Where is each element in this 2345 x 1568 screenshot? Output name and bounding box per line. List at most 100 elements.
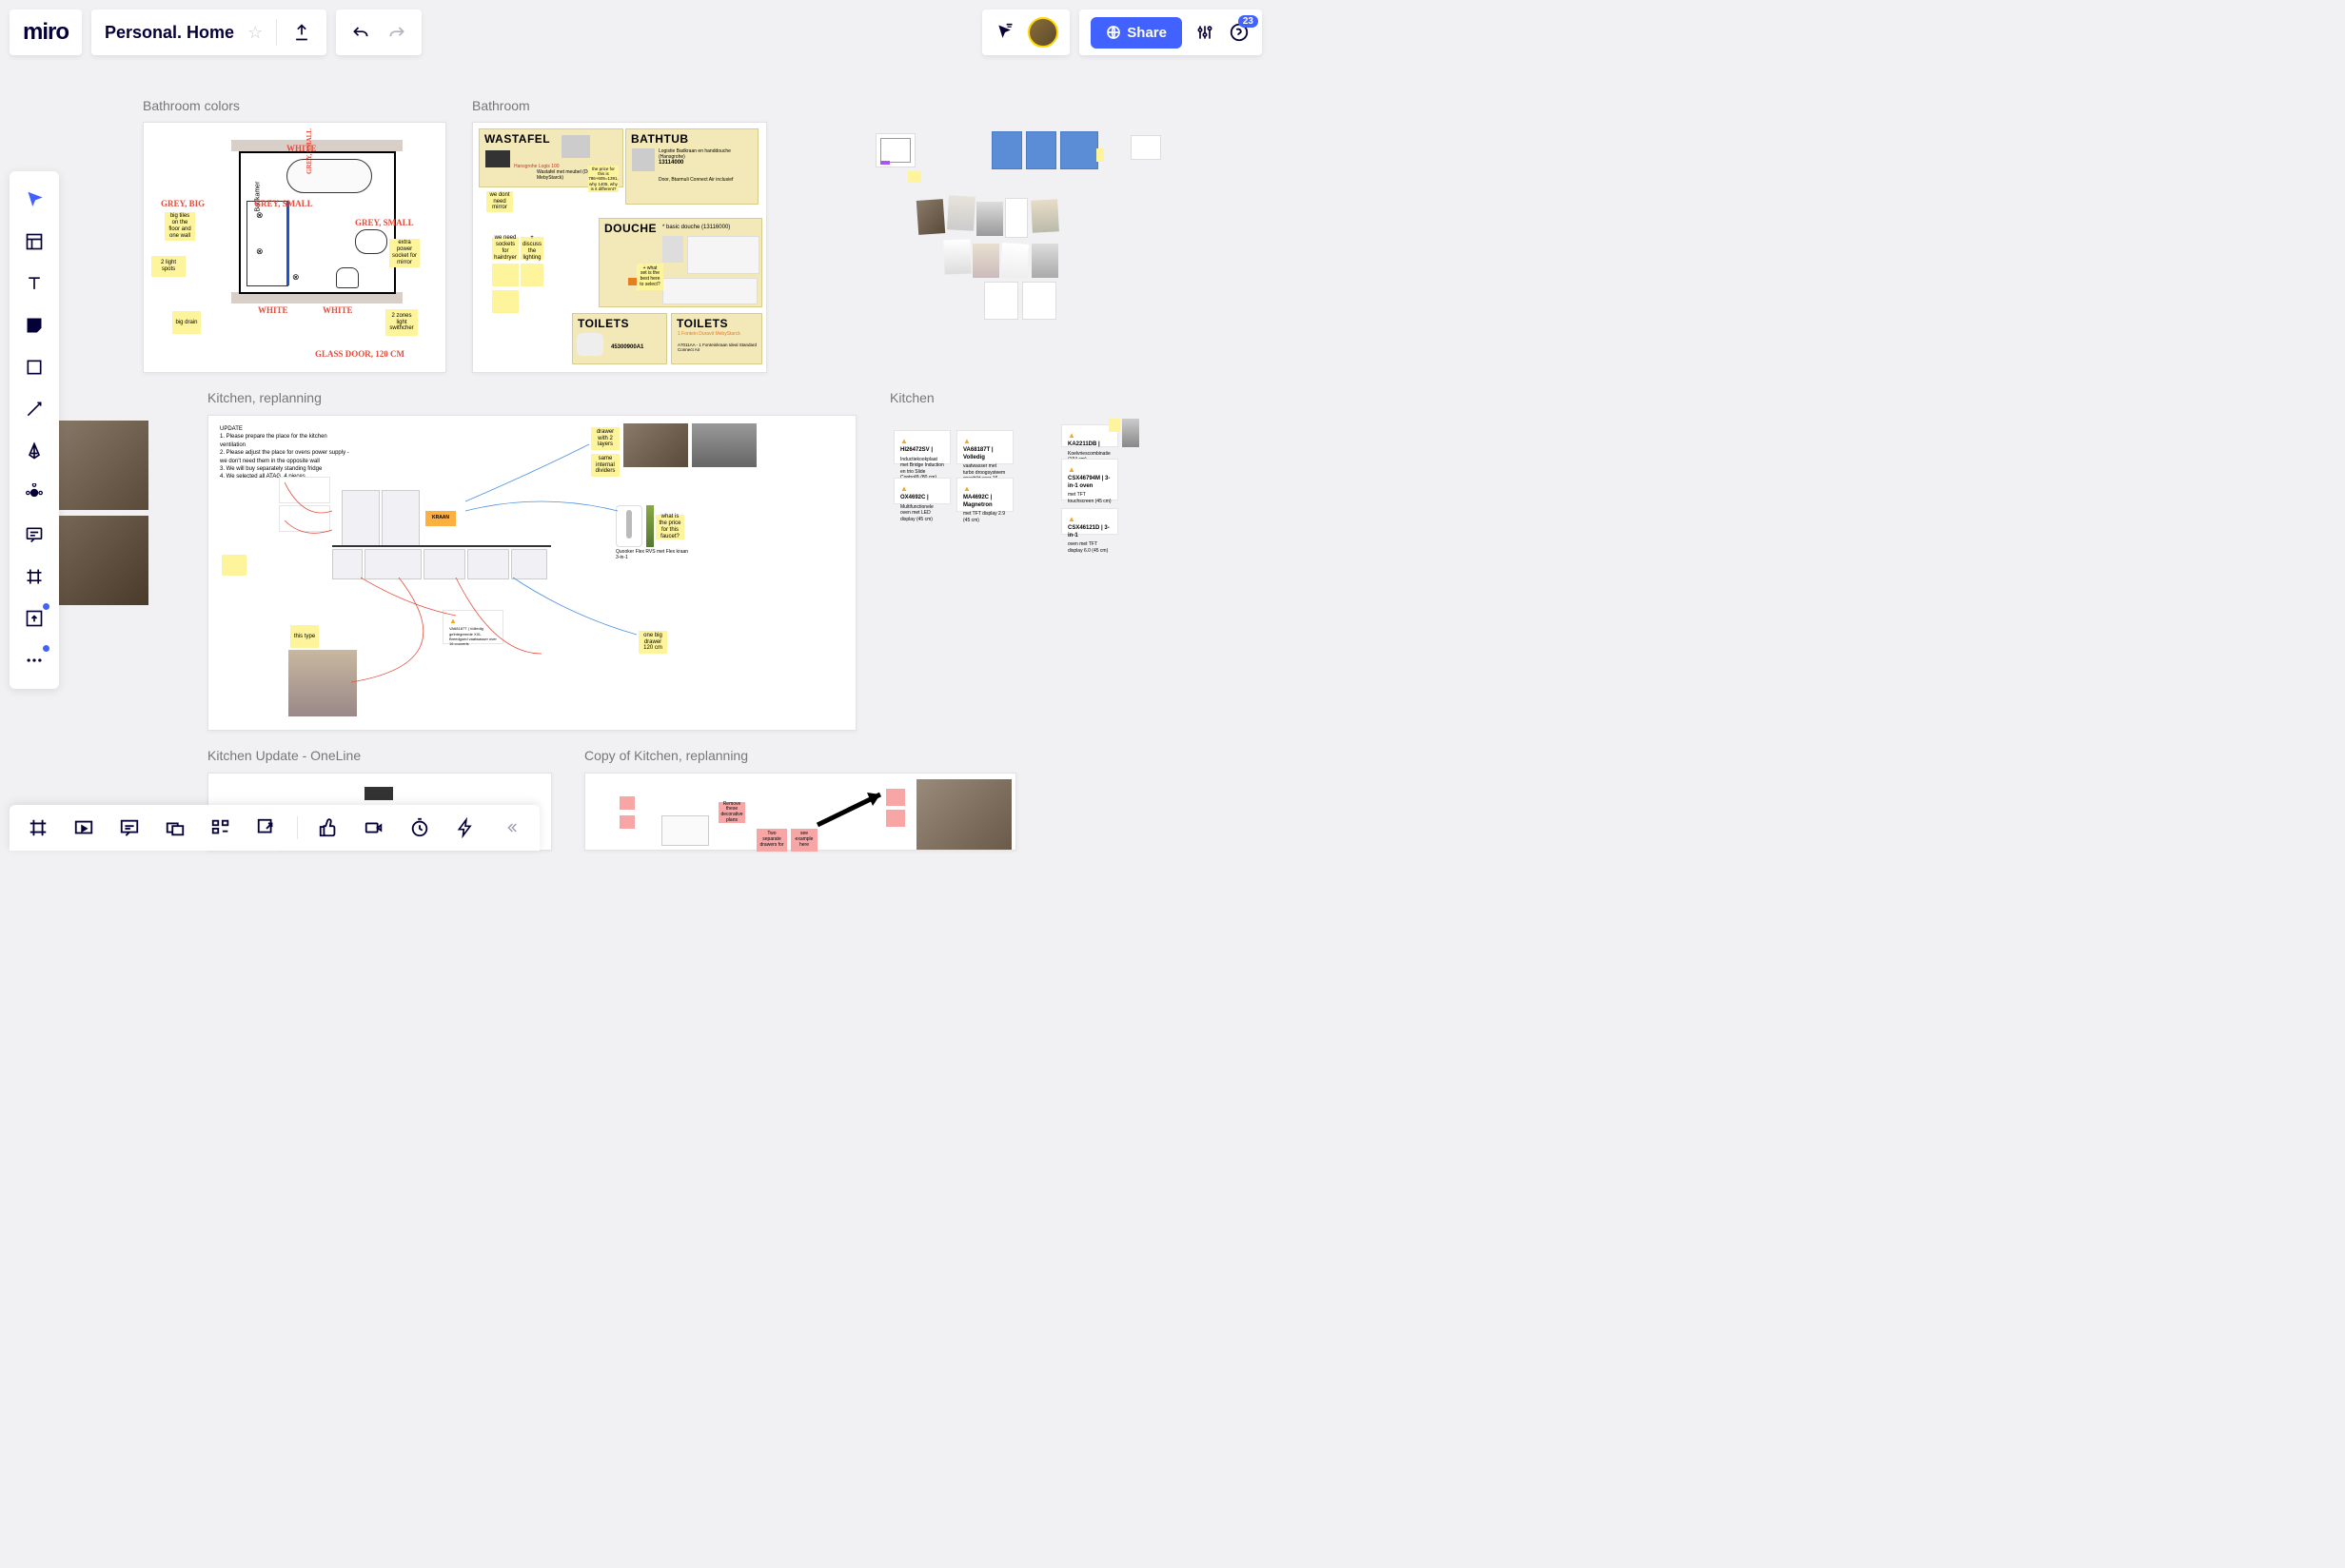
canvas[interactable]: Bathroom colors Bathroom Kitchen, replan… (0, 0, 1271, 851)
sticky-note[interactable]: Two separate drawers for (757, 829, 787, 852)
comment-tool-bottom[interactable] (114, 813, 145, 843)
photo[interactable] (288, 650, 357, 716)
appliance-card[interactable]: ▲ VA68187T | Volledig vaatwasser met tur… (956, 430, 1014, 464)
fixture-wastafel[interactable]: WASTAFEL Hansgrohe Logis 100 Wastafel me… (479, 128, 623, 187)
photo[interactable] (943, 240, 971, 275)
fixture-toilets-2[interactable]: TOILETS 1 Fontein Duravit MebyStarck A70… (671, 313, 762, 364)
sticky-note[interactable] (1096, 148, 1104, 162)
photo[interactable] (916, 779, 1012, 850)
line-tool[interactable] (13, 390, 55, 428)
collapse-button[interactable] (496, 813, 526, 843)
export-button[interactable] (290, 21, 313, 44)
select-tool[interactable] (13, 181, 55, 219)
frame-title[interactable]: Kitchen (890, 390, 935, 405)
photo[interactable] (976, 202, 1003, 236)
more-tools[interactable] (13, 641, 55, 679)
video-tool[interactable] (359, 813, 389, 843)
thumbnail[interactable] (992, 131, 1022, 169)
frame-bathroom-colors[interactable]: Badkamer ⊗ ⊗ ⊗ WHITE GREY, BIG GREY, SMA… (143, 122, 446, 373)
photo[interactable] (692, 423, 757, 467)
appliance-card[interactable]: ▲ MA4692C | Magnetron met TFT display 2.… (956, 478, 1014, 512)
appliance-card[interactable]: ▲ OX4692C | Multifunctionele oven met LE… (894, 478, 951, 504)
undo-button[interactable] (349, 21, 372, 44)
star-icon[interactable]: ☆ (247, 23, 263, 43)
fixture-douche[interactable]: DOUCHE * basic douche (13116000) (599, 218, 762, 307)
activity-tool[interactable] (206, 813, 236, 843)
appliance-note[interactable] (279, 477, 330, 503)
appliance-note[interactable] (279, 505, 330, 532)
frame-title[interactable]: Kitchen Update - OneLine (207, 748, 361, 763)
appliance-card[interactable]: ▲ CSX46121D | 3-in-1 oven met TFT displa… (1061, 508, 1118, 535)
logo-box[interactable]: miro (10, 10, 82, 55)
settings-button[interactable] (1193, 21, 1216, 44)
board-title[interactable]: Personal. Home (105, 23, 234, 43)
timer-tool[interactable] (404, 813, 435, 843)
sticky-note[interactable]: big drain (172, 311, 201, 334)
text-tool[interactable] (13, 265, 55, 303)
sticky-note[interactable]: KRAAN (425, 511, 456, 526)
thumbnail[interactable] (1131, 135, 1161, 160)
sticky-note[interactable]: same internal dividers (591, 454, 620, 477)
sticky-note[interactable]: + discuss the lighting (521, 237, 543, 260)
frame-title[interactable]: Copy of Kitchen, replanning (584, 748, 748, 763)
frame-title[interactable]: Bathroom (472, 98, 530, 113)
frame-title[interactable]: Kitchen, replanning (207, 390, 322, 405)
redo-button[interactable] (385, 21, 408, 44)
sticky-note[interactable] (620, 796, 635, 810)
faucet-image[interactable] (616, 505, 642, 547)
appliance-card[interactable]: ▲ CSX46794M | 3-in-1 oven met TFT touchs… (1061, 459, 1118, 500)
sticky-note[interactable]: 2 light spots (151, 256, 186, 277)
thumbnail[interactable] (1026, 131, 1056, 169)
reactions-tool[interactable] (313, 813, 344, 843)
frame-tool[interactable] (13, 558, 55, 596)
frame-bathroom[interactable]: WASTAFEL Hansgrohe Logis 100 Wastafel me… (472, 122, 767, 373)
comment-tool[interactable] (13, 516, 55, 554)
sticky-note[interactable]: we need sockets for hairdryer (492, 237, 519, 260)
photo[interactable] (623, 423, 688, 467)
cursor-tracking-button[interactable] (994, 21, 1016, 44)
photo[interactable] (947, 195, 975, 230)
help-button[interactable]: 23 (1228, 21, 1251, 44)
photo[interactable] (1122, 419, 1139, 447)
pen-tool[interactable] (13, 432, 55, 470)
sticky-note[interactable] (620, 815, 635, 829)
frame-kitchen-copy[interactable]: Remove these decorative plans Two separa… (584, 773, 1016, 851)
sticky-tool[interactable] (13, 306, 55, 344)
sticky-note[interactable]: we dont need mirror (486, 191, 513, 212)
share-button[interactable]: Share (1091, 17, 1182, 49)
thumbnail[interactable] (876, 133, 916, 167)
sticky-note[interactable]: extra power socket for mirror (389, 239, 420, 267)
sticky-note[interactable]: this type (290, 625, 319, 648)
sticky-note[interactable]: Remove these decorative plans (719, 802, 745, 823)
card-tool[interactable] (160, 813, 190, 843)
voting-tool[interactable] (450, 813, 481, 843)
sticky-note[interactable]: the price for this is 786+605=1391, why … (588, 166, 619, 192)
photo[interactable] (1000, 243, 1029, 279)
frame-title[interactable]: Bathroom colors (143, 98, 240, 113)
sticky-note[interactable]: drawer with 2 layers (591, 427, 620, 450)
fixture-toilets-1[interactable]: TOILETS 45300900A1 (572, 313, 667, 364)
sticky-note[interactable] (492, 264, 519, 286)
sticky-note[interactable]: one big drawer 120 cm (639, 631, 667, 654)
sticky-note[interactable]: + what set is the best here to select? (637, 264, 663, 290)
user-avatar[interactable] (1028, 17, 1058, 48)
sticky-note[interactable]: 2 zones light swithcher (385, 309, 418, 336)
thumbnail[interactable] (1022, 282, 1056, 320)
thumbnail[interactable] (1005, 198, 1028, 238)
photo[interactable] (1032, 244, 1058, 278)
fixture-bathtub[interactable]: BATHTUB Logistie Badkraan en handdouche … (625, 128, 759, 205)
shape-tool[interactable] (13, 348, 55, 386)
sticky-note[interactable] (521, 264, 543, 286)
photo[interactable] (916, 199, 945, 235)
appliance-note[interactable]: ▲ VA68187T | Volledig geïntegreerde XXL … (443, 610, 503, 644)
thumbnail[interactable] (984, 282, 1018, 320)
mindmap-tool[interactable] (13, 474, 55, 512)
frame-kitchen-replanning[interactable]: UPDATE 1. Please prepare the place for t… (207, 415, 857, 731)
sticky-note[interactable] (908, 171, 921, 183)
photo[interactable] (46, 516, 148, 605)
presentation-tool[interactable] (69, 813, 99, 843)
appliance-card[interactable]: ▲ HI26472SV | Inductiekookplaat met Brid… (894, 430, 951, 464)
sticky-note[interactable] (222, 555, 246, 576)
sticky-note[interactable] (1109, 419, 1120, 432)
bottle-image[interactable] (646, 505, 654, 547)
